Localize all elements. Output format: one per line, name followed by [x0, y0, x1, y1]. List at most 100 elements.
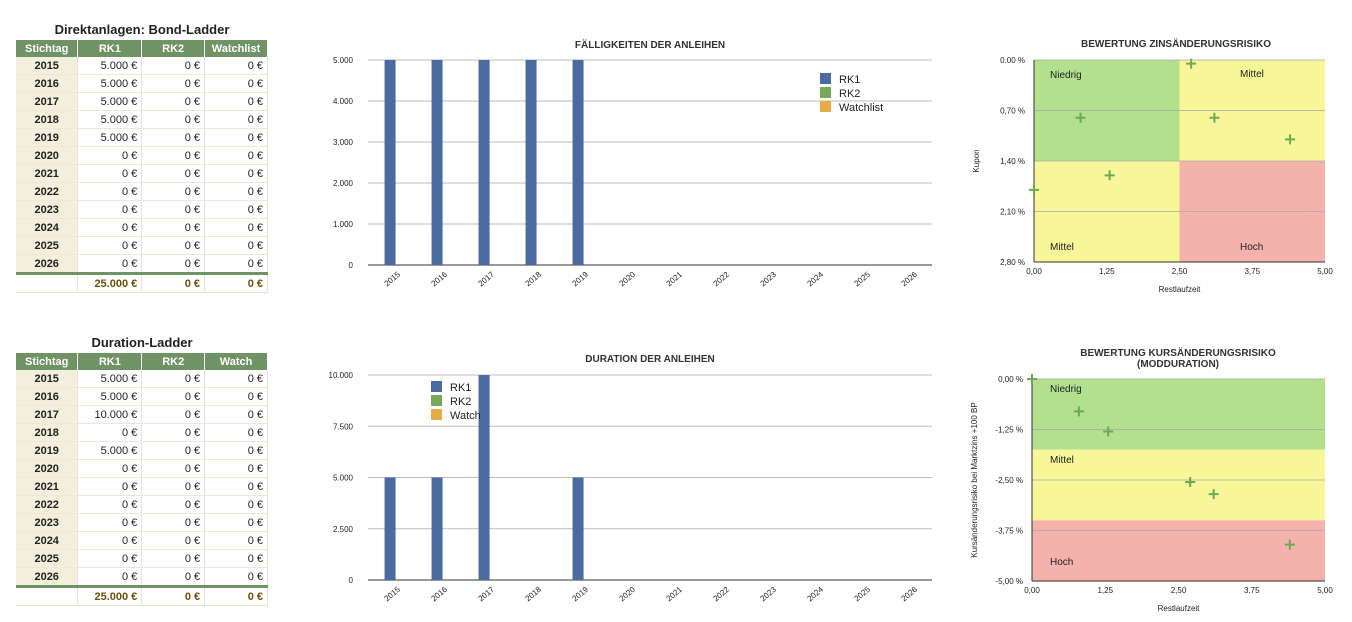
x-tick-label: 2025: [853, 270, 873, 289]
y-tick-label: 1.000: [333, 220, 354, 229]
year-cell: 2022: [16, 182, 79, 201]
value-cell: 0 €: [141, 531, 206, 550]
x-tick-label: 2015: [383, 270, 403, 289]
value-cell: 0 €: [141, 567, 206, 587]
legend-swatch: [820, 101, 831, 112]
year-cell: 2015: [16, 57, 79, 75]
legend-label: RK1: [450, 382, 471, 394]
value-cell: 5.000 €: [77, 74, 143, 93]
value-cell: 0 €: [141, 92, 206, 111]
value-cell: 0 €: [77, 236, 143, 255]
value-cell: 0 €: [77, 567, 143, 587]
zone-label: Mittel: [1050, 242, 1074, 253]
year-cell: 2023: [16, 200, 79, 219]
x-tick-label: 2016: [430, 585, 450, 604]
year-cell: 2022: [16, 495, 79, 514]
year-cell: 2024: [16, 531, 79, 550]
y-tick-label: 0,70 %: [1000, 107, 1025, 116]
total-row: 25.000 €0 €0 €: [16, 272, 268, 293]
legend-swatch: [431, 409, 442, 420]
legend-label: Watch: [450, 410, 481, 422]
data-point-marker: [1029, 184, 1039, 195]
x-tick-label: 2019: [571, 585, 591, 604]
value-cell: 0 €: [77, 513, 143, 532]
column-header: Stichtag: [16, 353, 79, 370]
value-cell: 5.000 €: [77, 92, 143, 111]
value-cell: 5.000 €: [77, 441, 143, 460]
value-cell: 0 €: [141, 405, 206, 424]
value-cell: 5.000 €: [77, 128, 143, 147]
bar: [431, 60, 443, 265]
x-tick-label: 5,00: [1317, 267, 1333, 276]
bar: [478, 375, 490, 580]
value-cell: 0 €: [77, 164, 143, 183]
x-tick-label: 2018: [524, 585, 544, 604]
chart-title: BEWERTUNG KURSÄNDERUNGSRISIKO: [1080, 346, 1276, 359]
table-row: 2021 0 €0 €0 €: [16, 477, 268, 496]
value-cell: 0 €: [77, 423, 143, 442]
x-tick-label: 2020: [618, 270, 638, 289]
table-row: 2020 0 €0 €0 €: [16, 146, 268, 165]
year-cell: 2016: [16, 74, 79, 93]
data-point-marker: [1208, 489, 1219, 500]
x-tick-label: 2020: [618, 585, 638, 604]
year-cell: 2015: [16, 370, 79, 388]
zone-label: Niedrig: [1050, 70, 1082, 81]
legend-swatch: [431, 395, 442, 406]
value-cell: 0 €: [204, 57, 268, 75]
table-row: 2024 0 €0 €0 €: [16, 531, 268, 550]
duration-ladder-title: Duration-Ladder: [91, 335, 193, 350]
year-cell: 2023: [16, 513, 79, 532]
x-tick-label: 2018: [524, 270, 544, 289]
table-row: 2016 5.000 €0 €0 €: [16, 74, 268, 93]
value-cell: 0 €: [204, 164, 268, 183]
legend-label: RK2: [839, 88, 860, 100]
value-cell: 0 €: [77, 531, 143, 550]
data-point-marker: [1209, 112, 1220, 123]
year-cell: 2020: [16, 146, 79, 165]
value-cell: 0 €: [204, 441, 268, 460]
y-tick-label: 0: [349, 261, 354, 270]
data-point-marker: [1186, 58, 1197, 69]
data-point-marker: [1284, 539, 1295, 550]
bar: [478, 60, 490, 265]
value-cell: 0 €: [204, 549, 268, 568]
risk-zone-low: [1032, 379, 1325, 450]
value-cell: 0 €: [141, 57, 206, 75]
value-cell: 0 €: [204, 387, 268, 406]
value-cell: 0 €: [77, 495, 143, 514]
x-tick-label: 3,75: [1244, 267, 1260, 276]
year-cell: 2018: [16, 110, 79, 129]
table-row: 2018 5.000 €0 €0 €: [16, 110, 268, 129]
year-cell: 2024: [16, 218, 79, 237]
value-cell: 0 €: [141, 74, 206, 93]
y-tick-label: 2.500: [333, 525, 354, 534]
x-axis-title: Restlaufzeit: [1158, 604, 1201, 613]
y-tick-label: 5.000: [333, 474, 354, 483]
zone-label: Mittel: [1240, 69, 1264, 80]
value-cell: 5.000 €: [77, 110, 143, 129]
value-cell: 0 €: [77, 182, 143, 201]
table-row: 2018 0 €0 €0 €: [16, 423, 268, 442]
x-tick-label: 2024: [806, 585, 826, 604]
value-cell: 0 €: [141, 128, 206, 147]
column-header: Watch: [204, 353, 268, 370]
bar: [525, 60, 537, 265]
legend-swatch: [820, 73, 831, 84]
y-tick-label: 0: [349, 576, 354, 585]
value-cell: 0 €: [141, 441, 206, 460]
data-point-marker: [1103, 426, 1114, 437]
bar: [431, 477, 443, 580]
value-cell: 0 €: [141, 513, 206, 532]
value-cell: 5.000 €: [77, 387, 143, 406]
value-cell: 0 €: [141, 495, 206, 514]
data-point-marker: [1027, 374, 1037, 384]
bar: [384, 477, 396, 580]
x-tick-label: 2023: [759, 585, 779, 604]
x-tick-label: 2019: [571, 270, 591, 289]
value-cell: 0 €: [204, 531, 268, 550]
value-cell: 0 €: [204, 92, 268, 111]
column-header: RK1: [77, 353, 143, 370]
table-row: 2020 0 €0 €0 €: [16, 459, 268, 478]
total-cell: [16, 585, 79, 606]
